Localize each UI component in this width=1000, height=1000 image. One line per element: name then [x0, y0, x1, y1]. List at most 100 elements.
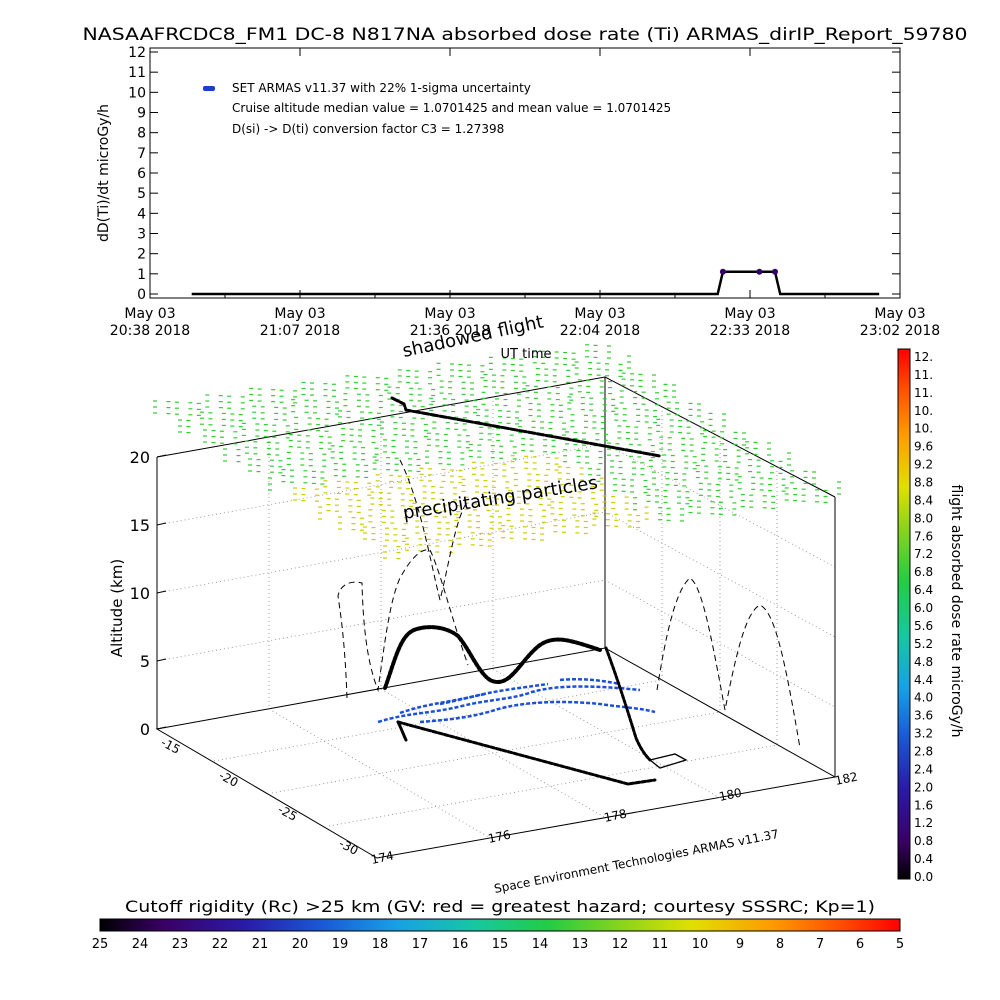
dose-colorbar-tick-label: 5.6 — [914, 619, 933, 633]
latitude-axis-ticks: -15 -20 -25 -30 — [159, 735, 361, 858]
credit-label: Space Environment Technologies ARMAS v11… — [493, 827, 780, 896]
altitude-tick — [156, 658, 167, 662]
legend-line-3: D(si) -> D(ti) conversion factor C3 = 1.… — [232, 122, 504, 136]
legend-line-1: SET ARMAS v11.37 with 22% 1-sigma uncert… — [232, 81, 531, 95]
rigidity-colorbar-ticks: 25 24 23 22 21 20 19 18 17 16 15 14 13 12 11 10 9 8 7 6 5 — [92, 937, 904, 952]
dose-colorbar-tick-label: 6.0 — [914, 601, 933, 615]
dose-colorbar-tick-label: 11. — [914, 368, 933, 382]
longitude-tick-label: 180 — [718, 785, 743, 803]
latitude-tick-label: -15 — [159, 735, 183, 757]
dose-y-tick-label: 10 — [128, 85, 146, 101]
rigidity-colorbar-tick-label: 22 — [212, 937, 229, 952]
dose-series-points — [719, 268, 778, 275]
rigidity-colorbar-tick-label: 17 — [412, 937, 429, 952]
dose-colorbar-tick-label: 6.8 — [914, 565, 933, 579]
rigidity-colorbar-label: Cutoff rigidity (Rc) >25 km (GV: red = g… — [125, 897, 875, 916]
dose-x-tick-date: May 03 — [874, 306, 925, 322]
dose-y-tick-label: 5 — [137, 186, 146, 202]
altitude-tick — [156, 590, 167, 594]
dose-x-tick-time: 23:02 2018 — [860, 323, 940, 339]
rigidity-colorbar: Cutoff rigidity (Rc) >25 km (GV: red = g… — [92, 897, 904, 952]
dose-colorbar-ticks: 12. 11. 11. 10. 10. 9.6 9.2 8.8 8.4 8.0 7.6 7.2 6.8 6… — [914, 350, 933, 884]
dose-colorbar-tick-label: 6.4 — [914, 583, 933, 597]
dose-x-tick-date: May 03 — [574, 306, 625, 322]
longitude-tick-label: 174 — [370, 848, 395, 866]
dose-colorbar-tick-label: 3.2 — [914, 727, 933, 741]
dose-y-tick-label: 11 — [128, 65, 146, 81]
precipitating-particles-annotation: precipitating particles — [401, 472, 599, 524]
dose-colorbar-tick-label: 2.0 — [914, 780, 933, 794]
dose-point — [756, 268, 763, 275]
rigidity-colorbar-tick-label: 14 — [532, 937, 549, 952]
altitude-tick — [156, 522, 167, 526]
dose-colorbar-tick-label: 5.2 — [914, 637, 933, 651]
dose-y-tick-label: 0 — [137, 287, 146, 303]
dose-x-tick-date: May 03 — [724, 306, 775, 322]
rigidity-colorbar-tick-label: 25 — [92, 937, 109, 952]
dose-point — [772, 268, 778, 275]
dose-y-tick-label: 8 — [137, 126, 146, 142]
dose-colorbar-tick-label: 10. — [914, 404, 933, 418]
altitude-tick — [156, 726, 167, 730]
dose-colorbar-tick-label: 0.0 — [914, 870, 933, 884]
legend-line-2: Cruise altitude median value = 1.0701425… — [232, 101, 671, 115]
dose-colorbar-tick-label: 4.0 — [914, 691, 933, 705]
dose-colorbar-tick-label: 3.6 — [914, 709, 933, 723]
latitude-tick-label: -20 — [217, 768, 241, 790]
latitude-tick-label: -30 — [337, 836, 361, 858]
dose-colorbar-tick-label: 8.4 — [914, 493, 933, 507]
rigidity-colorbar-tick-label: 6 — [856, 937, 864, 952]
dose-y-tick-label: 1 — [137, 267, 146, 283]
dose-x-tick-time: 21:07 2018 — [260, 323, 340, 339]
rigidity-colorbar-tick-label: 20 — [292, 937, 309, 952]
dose-colorbar-tick-label: 12. — [914, 350, 933, 364]
dose-colorbar-tick-label: 1.6 — [914, 798, 933, 812]
dose-legend: SET ARMAS v11.37 with 22% 1-sigma uncert… — [203, 81, 671, 136]
rigidity-colorbar-tick-label: 23 — [172, 937, 189, 952]
rigidity-colorbar-tick-label: 13 — [572, 937, 589, 952]
3d-grid-lines — [156, 397, 836, 840]
longitude-tick-label: 182 — [834, 769, 859, 787]
dose-y-tick-label: 7 — [137, 146, 146, 162]
altitude-axis-ticks: 0 5 10 15 20 — [130, 448, 167, 739]
dose-x-tick-time: 22:04 2018 — [560, 323, 640, 339]
dose-x-tick-time: 21:36 2018 — [410, 323, 490, 339]
dose-colorbar-tick-label: 9.6 — [914, 440, 933, 454]
dose-colorbar-tick-label: 0.4 — [914, 852, 933, 866]
altitude-tick-label: 0 — [140, 720, 150, 739]
rigidity-colorbar-tick-label: 24 — [132, 937, 149, 952]
dose-colorbar-gradient — [897, 348, 911, 880]
dose-colorbar-tick-label: 4.8 — [914, 655, 933, 669]
dose-y-tick-label: 12 — [128, 45, 146, 61]
latitude-tick-label: -25 — [276, 802, 300, 824]
legend-marker — [203, 86, 215, 91]
dose-colorbar-tick-label: 7.6 — [914, 529, 933, 543]
altitude-axis-label: Altitude (km) — [108, 559, 126, 657]
dose-colorbar-tick-label: 10. — [914, 422, 933, 436]
longitude-tick-label: 176 — [487, 827, 512, 845]
dose-colorbar-tick-label: 8.0 — [914, 511, 933, 525]
rigidity-colorbar-tick-label: 5 — [896, 937, 904, 952]
rigidity-colorbar-tick-label: 12 — [612, 937, 629, 952]
rigidity-colorbar-tick-label: 8 — [776, 937, 784, 952]
ut-time-label: UT time — [501, 347, 552, 362]
rigidity-colorbar-tick-label: 16 — [452, 937, 469, 952]
dose-colorbar-tick-label: 4.4 — [914, 673, 933, 687]
cutoff-rigidity-contours — [377, 677, 656, 724]
altitude-tick-label: 5 — [140, 652, 150, 671]
rigidity-colorbar-tick-label: 18 — [372, 937, 389, 952]
dose-x-tick-date: May 03 — [424, 306, 475, 322]
rigidity-colorbar-tick-label: 19 — [332, 937, 349, 952]
dose-colorbar-tick-label: 1.2 — [914, 816, 933, 830]
dose-x-tick-time: 22:33 2018 — [710, 323, 790, 339]
dose-colorbar-tick-label: 8.8 — [914, 476, 933, 490]
dose-x-tick-time: 20:38 2018 — [110, 323, 190, 339]
dose-x-tick-date: May 03 — [124, 306, 175, 322]
dose-y-tick-label: 9 — [137, 106, 146, 122]
dose-colorbar-label: flight absorbed dose rate microGy/h — [948, 485, 964, 738]
rigidity-colorbar-tick-label: 11 — [652, 937, 669, 952]
